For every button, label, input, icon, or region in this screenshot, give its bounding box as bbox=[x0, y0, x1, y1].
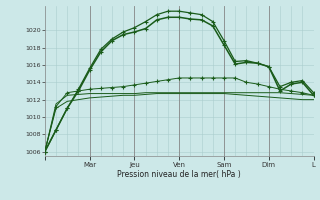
X-axis label: Pression niveau de la mer( hPa ): Pression niveau de la mer( hPa ) bbox=[117, 170, 241, 179]
